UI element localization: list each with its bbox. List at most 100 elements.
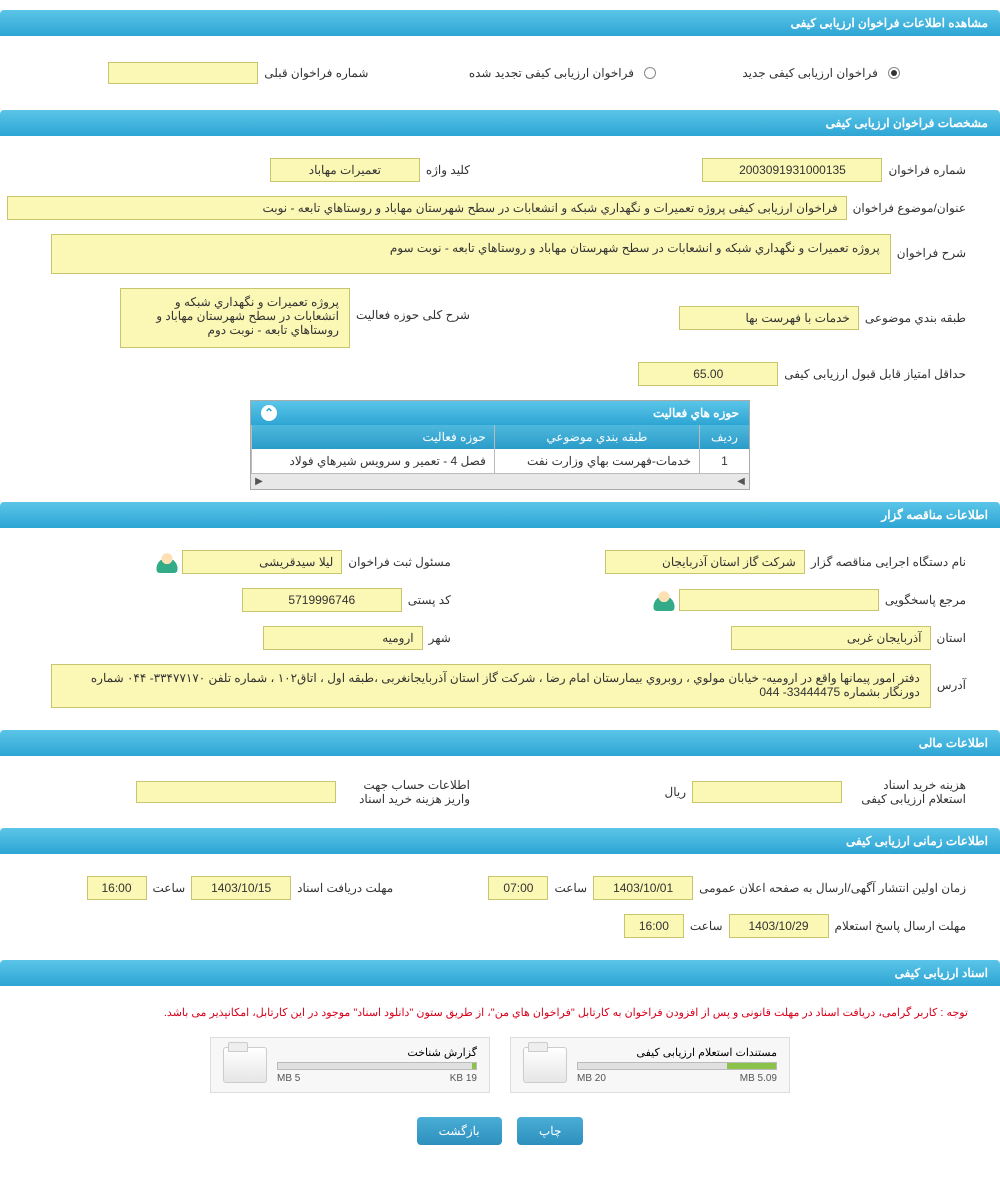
currency-label: ریال	[658, 785, 692, 799]
min-score-label: حداقل امتیاز قابل قبول ارزیابی کیفی	[778, 367, 972, 381]
radio-dot-icon	[888, 67, 900, 79]
publish-label: زمان اولین انتشار آگهی/ارسال به صفحه اعل…	[693, 881, 972, 895]
deadline-date-value: 1403/10/15	[191, 876, 291, 900]
table-scrollbar[interactable]: ◀ ▶	[251, 473, 749, 489]
activity-table: حوزه هاي فعالیت ⌃ ردیف طبقه بندي موضوعي …	[250, 400, 750, 490]
scroll-right-icon[interactable]: ▶	[251, 476, 267, 487]
section-header-specs: مشخصات فراخوان ارزیابی کیفی	[0, 110, 1000, 136]
file-used-size: 5.09 MB	[740, 1073, 777, 1084]
collapse-icon[interactable]: ⌃	[261, 405, 277, 421]
call-no-label: شماره فراخوان	[882, 163, 972, 177]
file-total-size: 20 MB	[577, 1073, 606, 1084]
docs-notice: توجه : کاربر گرامی، دریافت اسناد در مهلت…	[20, 998, 980, 1027]
postal-value: 5719996746	[242, 588, 402, 612]
col-category-header: طبقه بندي موضوعي	[494, 425, 699, 449]
city-label: شهر	[423, 631, 457, 645]
section-header-docs: اسناد ارزیابی کیفی	[0, 960, 1000, 986]
section-title: مشخصات فراخوان ارزیابی کیفی	[826, 116, 988, 130]
section-title: اسناد ارزیابی کیفی	[895, 966, 988, 980]
keyword-label: کلید واژه	[420, 163, 476, 177]
province-value: آذربایجان غربی	[731, 626, 931, 650]
activity-scope-value: پروژه تعمیرات و نگهداري شبکه و انشعابات …	[120, 288, 350, 348]
registrar-value: لیلا سیدقریشی	[182, 550, 342, 574]
section-title: اطلاعات زمانی ارزیابی کیفی	[846, 834, 988, 848]
section-title: مشاهده اطلاعات فراخوان ارزیابی کیفی	[791, 16, 988, 30]
reply-label: مهلت ارسال پاسخ استعلام	[829, 919, 972, 933]
col-activity-header: حوزه فعالیت	[251, 425, 494, 449]
call-type-body: فراخوان ارزیابی کیفی جدید فراخوان ارزیاب…	[0, 36, 1000, 110]
reply-time-label: ساعت	[684, 919, 729, 933]
activity-table-columns: ردیف طبقه بندي موضوعي حوزه فعالیت	[251, 425, 749, 449]
activity-table-header: حوزه هاي فعالیت ⌃	[251, 401, 749, 425]
activity-scope-label: شرح کلی حوزه فعالیت	[350, 288, 476, 322]
person-icon[interactable]	[653, 589, 675, 611]
section-header-timing: اطلاعات زمانی ارزیابی کیفی	[0, 828, 1000, 854]
prev-number-field	[108, 62, 258, 84]
province-label: استان	[931, 631, 972, 645]
title-value: فراخوان ارزیابی کیفی پروژه تعمیرات و نگه…	[7, 196, 847, 220]
deadline-time-value: 16:00	[87, 876, 147, 900]
responder-value	[679, 589, 879, 611]
row-category: خدمات-فهرست بهاي وزارت نفت	[494, 449, 699, 473]
deadline-label: مهلت دریافت اسناد	[291, 881, 399, 895]
file-name: گزارش شناخت	[277, 1046, 477, 1059]
row-idx: 1	[699, 449, 749, 473]
table-row: 1 خدمات-فهرست بهاي وزارت نفت فصل 4 - تعم…	[251, 449, 749, 473]
title-label: عنوان/موضوع فراخوان	[847, 201, 972, 215]
publish-time-value: 07:00	[488, 876, 548, 900]
print-button[interactable]: چاپ	[517, 1117, 583, 1145]
file-total-size: 5 MB	[277, 1073, 300, 1084]
tenderer-body: نام دستگاه اجرایی مناقصه گزار شرکت گاز ا…	[0, 528, 1000, 730]
file-item[interactable]: گزارش شناخت 19 KB 5 MB	[210, 1037, 490, 1093]
specs-body: شماره فراخوان 2003091931000135 کلید واژه…	[0, 136, 1000, 502]
row-activity: فصل 4 - تعمیر و سرویس شیرهاي فولاد	[251, 449, 494, 473]
publish-date-value: 1403/10/01	[593, 876, 693, 900]
file-name: مستندات استعلام ارزیابی کیفی	[577, 1046, 777, 1059]
publish-time-label: ساعت	[548, 881, 593, 895]
radio-new-call[interactable]: فراخوان ارزیابی کیفی جدید	[736, 66, 899, 80]
section-header-view-info: مشاهده اطلاعات فراخوان ارزیابی کیفی	[0, 10, 1000, 36]
radio-renewed-label: فراخوان ارزیابی کیفی تجدید شده	[463, 66, 640, 80]
section-header-finance: اطلاعات مالی	[0, 730, 1000, 756]
org-value: شرکت گاز استان آذربایجان	[605, 550, 805, 574]
col-idx-header: ردیف	[699, 425, 749, 449]
reply-time-value: 16:00	[624, 914, 684, 938]
section-title: اطلاعات مالی	[919, 736, 988, 750]
cost-label: هزینه خرید اسناد استعلام ارزیابی کیفی	[842, 778, 972, 806]
section-title: اطلاعات مناقصه گزار	[881, 508, 988, 522]
activity-table-title: حوزه هاي فعالیت	[653, 406, 739, 420]
call-no-value: 2003091931000135	[702, 158, 882, 182]
reply-date-value: 1403/10/29	[729, 914, 829, 938]
desc-value: پروژه تعمیرات و نگهداري شبکه و انشعابات …	[51, 234, 891, 274]
keyword-value: تعمیرات مهاباد	[270, 158, 420, 182]
responder-label: مرجع پاسخگویی	[879, 593, 972, 607]
person-icon[interactable]	[156, 551, 178, 573]
deadline-time-label: ساعت	[147, 881, 192, 895]
registrar-label: مسئول ثبت فراخوان	[342, 555, 457, 569]
account-value	[136, 781, 336, 803]
account-label: اطلاعات حساب جهت واریز هزینه خرید اسناد	[336, 778, 476, 806]
org-label: نام دستگاه اجرایی مناقصه گزار	[805, 555, 972, 569]
radio-new-label: فراخوان ارزیابی کیفی جدید	[736, 66, 883, 80]
back-button[interactable]: بازگشت	[417, 1117, 502, 1145]
file-used-size: 19 KB	[450, 1073, 477, 1084]
file-item[interactable]: مستندات استعلام ارزیابی کیفی 5.09 MB 20 …	[510, 1037, 790, 1093]
category-value: خدمات با فهرست بها	[679, 306, 859, 330]
postal-label: کد پستی	[402, 593, 457, 607]
timing-body: زمان اولین انتشار آگهی/ارسال به صفحه اعل…	[0, 854, 1000, 960]
category-label: طبقه بندي موضوعی	[859, 311, 972, 325]
progress-bar	[577, 1062, 777, 1070]
section-header-tenderer: اطلاعات مناقصه گزار	[0, 502, 1000, 528]
address-value: دفتر امور پیمانها واقع در ارومیه- خیابان…	[51, 664, 931, 708]
progress-bar	[277, 1062, 477, 1070]
prev-number-label: شماره فراخوان قبلی	[258, 66, 374, 80]
desc-label: شرح فراخوان	[891, 234, 972, 260]
min-score-value: 65.00	[638, 362, 778, 386]
radio-renewed-call[interactable]: فراخوان ارزیابی کیفی تجدید شده	[463, 66, 656, 80]
radio-dot-icon	[644, 67, 656, 79]
progress-fill	[472, 1063, 476, 1069]
finance-body: هزینه خرید اسناد استعلام ارزیابی کیفی ری…	[0, 756, 1000, 828]
progress-fill	[727, 1063, 777, 1069]
scroll-left-icon[interactable]: ◀	[733, 476, 749, 487]
cost-value	[692, 781, 842, 803]
